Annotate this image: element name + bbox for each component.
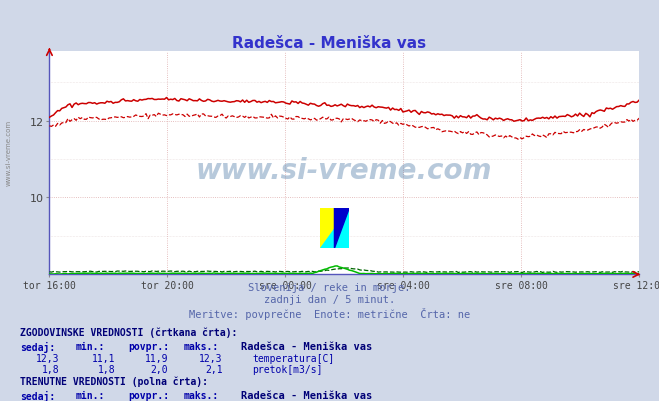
Text: ZGODOVINSKE VREDNOSTI (črtkana črta):: ZGODOVINSKE VREDNOSTI (črtkana črta): (20, 327, 237, 337)
Polygon shape (320, 209, 349, 249)
Text: temperatura[C]: temperatura[C] (252, 353, 335, 363)
Text: 2,0: 2,0 (150, 364, 168, 374)
Text: pretok[m3/s]: pretok[m3/s] (252, 364, 323, 374)
Text: sedaj:: sedaj: (20, 341, 55, 352)
Text: 11,9: 11,9 (144, 353, 168, 363)
Text: TRENUTNE VREDNOSTI (polna črta):: TRENUTNE VREDNOSTI (polna črta): (20, 376, 208, 386)
Text: min.:: min.: (76, 390, 105, 400)
Text: Radešca - Meniška vas: Radešca - Meniška vas (233, 36, 426, 51)
Text: sedaj:: sedaj: (20, 390, 55, 401)
Text: Slovenija / reke in morje.: Slovenija / reke in morje. (248, 283, 411, 293)
Polygon shape (320, 209, 349, 249)
Text: povpr.:: povpr.: (129, 390, 169, 400)
Text: zadnji dan / 5 minut.: zadnji dan / 5 minut. (264, 295, 395, 305)
Polygon shape (335, 209, 349, 249)
Text: Radešca - Meniška vas: Radešca - Meniška vas (241, 341, 372, 351)
Text: Meritve: povprečne  Enote: metrične  Črta: ne: Meritve: povprečne Enote: metrične Črta:… (189, 307, 470, 319)
Text: www.si-vreme.com: www.si-vreme.com (196, 156, 492, 184)
Text: maks.:: maks.: (183, 341, 218, 351)
Text: 2,1: 2,1 (205, 364, 223, 374)
Text: 1,8: 1,8 (42, 364, 59, 374)
Text: 1,8: 1,8 (98, 364, 115, 374)
Text: povpr.:: povpr.: (129, 341, 169, 351)
Text: maks.:: maks.: (183, 390, 218, 400)
Text: www.si-vreme.com: www.si-vreme.com (5, 119, 11, 185)
Text: 11,1: 11,1 (92, 353, 115, 363)
Text: 12,3: 12,3 (199, 353, 223, 363)
Text: min.:: min.: (76, 341, 105, 351)
Text: 12,3: 12,3 (36, 353, 59, 363)
Text: Radešca - Meniška vas: Radešca - Meniška vas (241, 390, 372, 400)
